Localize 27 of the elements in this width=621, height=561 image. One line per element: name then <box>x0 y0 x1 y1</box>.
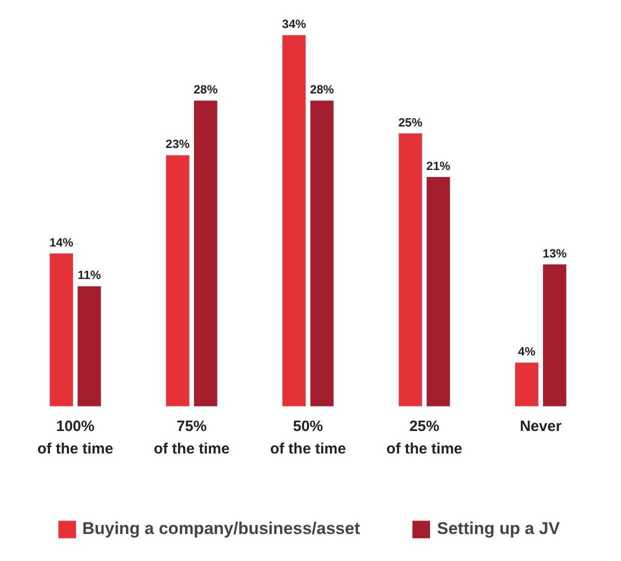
data-label: 21% <box>426 159 451 174</box>
bar <box>194 100 218 406</box>
data-label: 34% <box>282 17 306 32</box>
legend-label: Buying a company/business/asset <box>82 519 360 539</box>
bar <box>543 264 566 406</box>
bar <box>166 155 190 406</box>
data-label: 28% <box>194 82 218 97</box>
x-tick-label: 100% of the time <box>37 418 114 458</box>
data-label: 25% <box>398 115 423 130</box>
bar <box>282 35 306 406</box>
bar <box>310 100 334 406</box>
x-tick-label: 75% of the time <box>154 418 230 458</box>
data-label: 23% <box>166 137 190 152</box>
data-label: 28% <box>310 82 334 97</box>
bar <box>50 253 73 406</box>
x-tick-label: Never <box>520 418 562 436</box>
x-tick-label: 50% of the time <box>270 418 346 458</box>
data-label: 14% <box>49 235 74 250</box>
data-label: 11% <box>78 268 102 282</box>
data-label: 4% <box>518 344 536 359</box>
bar <box>426 177 450 406</box>
data-label: 13% <box>542 246 567 260</box>
x-tick-label: 25% of the time <box>386 418 462 458</box>
bar <box>515 362 538 406</box>
legend-label: Setting up a JV <box>436 519 560 539</box>
bar <box>78 286 101 406</box>
bar <box>398 133 422 406</box>
